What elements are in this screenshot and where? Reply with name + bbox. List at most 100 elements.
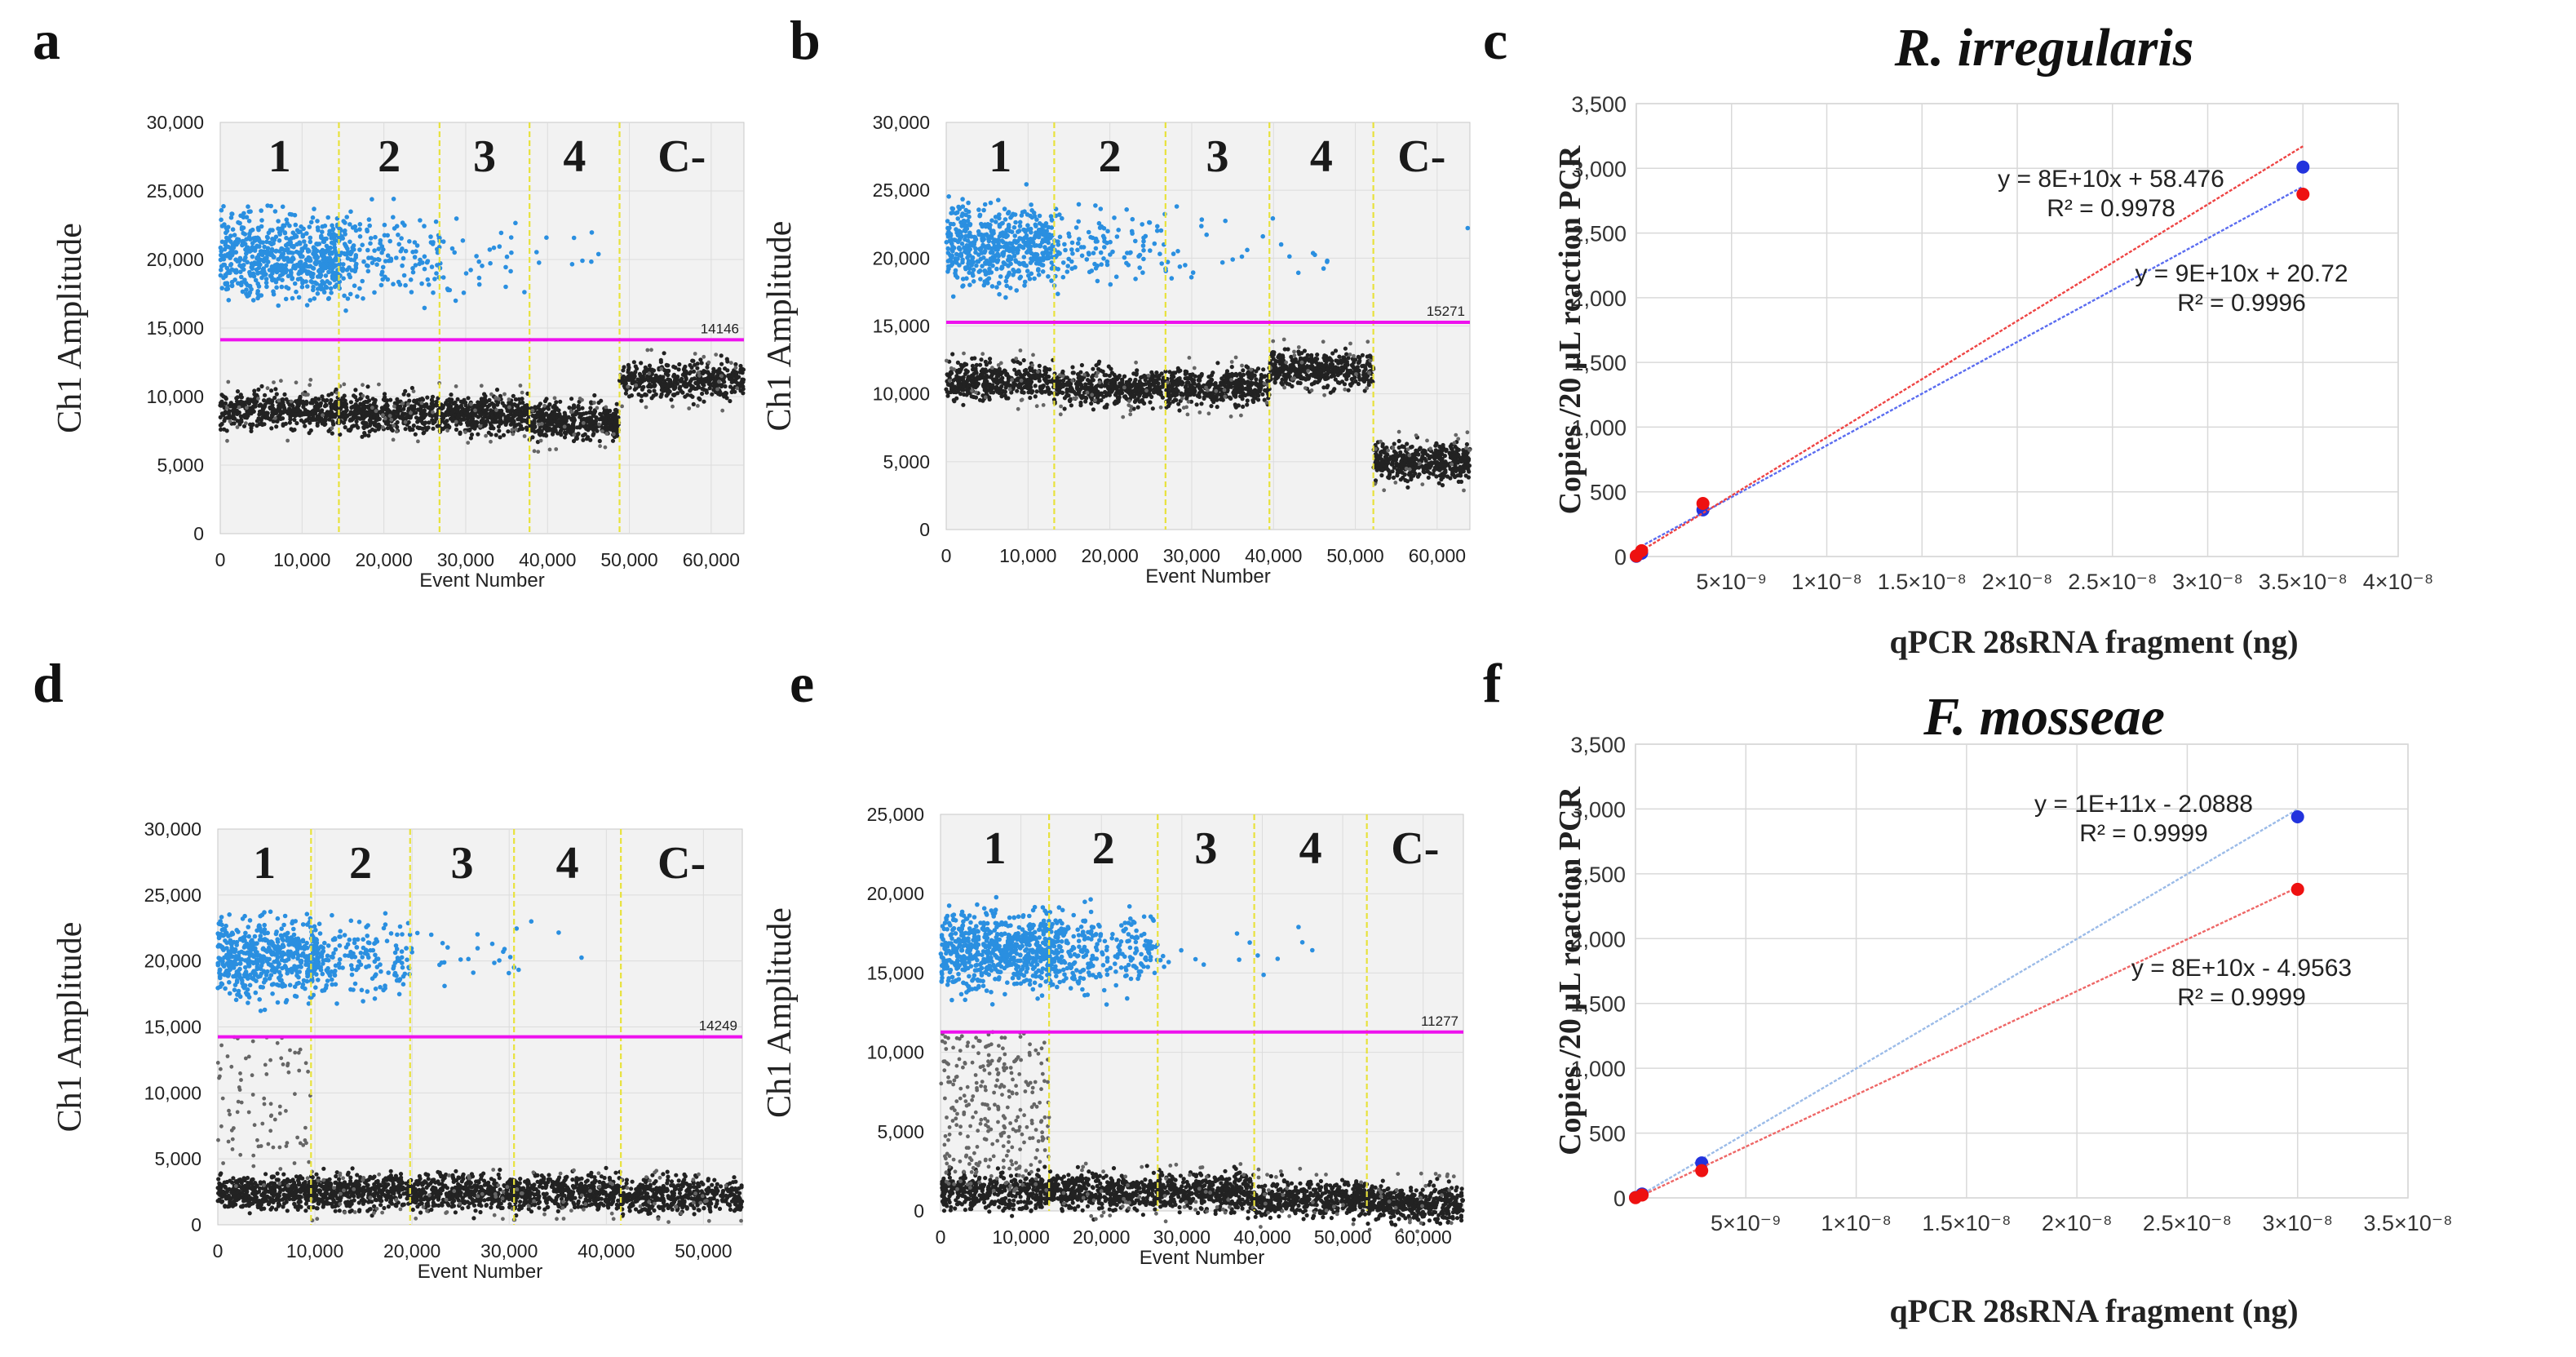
positive-droplet (1065, 264, 1070, 268)
negative-droplet (1083, 399, 1088, 404)
negative-droplet (578, 425, 582, 430)
positive-droplet (341, 262, 346, 267)
negative-droplet (1116, 384, 1122, 389)
negative-droplet (690, 358, 695, 363)
positive-droplet (1086, 251, 1091, 255)
gray-droplet (697, 373, 702, 378)
positive-droplet (989, 235, 994, 241)
positive-droplet (1007, 286, 1013, 290)
positive-droplet (237, 263, 242, 268)
gray-droplet (225, 406, 229, 410)
negative-droplet (303, 401, 309, 406)
positive-droplet (981, 282, 987, 288)
negative-droplet (257, 409, 263, 415)
positive-droplet (305, 249, 311, 254)
negative-droplet (342, 393, 347, 398)
positive-droplet (343, 243, 348, 248)
positive-droplet (392, 226, 397, 231)
negative-droplet (260, 415, 265, 420)
negative-droplet (1003, 389, 1007, 394)
negative-droplet (640, 375, 645, 379)
negative-droplet (1196, 382, 1202, 387)
positive-droplet (372, 290, 377, 295)
negative-droplet (260, 404, 265, 409)
positive-droplet (963, 233, 968, 239)
gray-droplet (603, 445, 608, 450)
negative-droplet (728, 398, 733, 404)
negative-droplet (333, 406, 338, 410)
positive-droplet (1049, 278, 1054, 283)
negative-droplet (672, 380, 677, 385)
negative-droplet (444, 401, 449, 406)
gray-droplet (572, 432, 577, 437)
positive-droplet (1057, 234, 1063, 240)
positive-droplet (476, 259, 481, 264)
positive-droplet (503, 284, 508, 290)
negative-droplet (652, 377, 657, 383)
gray-droplet (542, 403, 547, 408)
negative-droplet (700, 391, 705, 397)
negative-droplet (354, 415, 359, 420)
gray-droplet (510, 428, 515, 432)
negative-droplet (992, 379, 997, 384)
gray-droplet (530, 408, 535, 413)
negative-droplet (353, 388, 358, 392)
negative-droplet (569, 426, 573, 431)
negative-droplet (677, 386, 682, 391)
positive-droplet (1108, 282, 1113, 287)
positive-droplet (285, 286, 291, 291)
positive-droplet (955, 216, 961, 221)
gray-droplet (626, 384, 630, 389)
gray-droplet (536, 450, 541, 454)
negative-droplet (310, 417, 315, 422)
positive-droplet (325, 279, 330, 284)
negative-droplet (223, 410, 228, 415)
positive-droplet (221, 275, 226, 281)
negative-droplet (614, 401, 619, 406)
positive-droplet (396, 242, 402, 247)
positive-droplet (394, 255, 399, 260)
negative-droplet (367, 418, 372, 423)
positive-droplet (266, 259, 271, 264)
negative-droplet (272, 395, 277, 401)
positive-droplet (315, 242, 321, 246)
positive-droplet (487, 247, 493, 252)
positive-droplet (1112, 215, 1117, 220)
gray-droplet (391, 437, 396, 442)
negative-droplet (1183, 369, 1188, 374)
negative-droplet (702, 399, 706, 404)
negative-droplet (571, 406, 576, 410)
negative-droplet (222, 419, 227, 424)
negative-droplet (370, 427, 375, 432)
negative-droplet (995, 373, 1000, 378)
negative-droplet (249, 409, 254, 414)
positive-droplet (1093, 246, 1099, 251)
positive-droplet (229, 211, 235, 217)
droplets (218, 197, 746, 454)
negative-droplet (990, 383, 995, 388)
negative-droplet (954, 396, 959, 401)
negative-droplet (552, 419, 557, 424)
positive-droplet (247, 231, 252, 237)
positive-droplet (270, 237, 275, 242)
negative-droplet (256, 416, 261, 421)
gray-droplet (225, 438, 229, 443)
positive-droplet (1152, 241, 1157, 246)
positive-droplet (228, 233, 233, 238)
negative-droplet (1109, 366, 1113, 371)
negative-droplet (278, 401, 283, 406)
negative-droplet (1148, 400, 1153, 405)
positive-droplet (290, 230, 296, 236)
positive-droplet (1092, 261, 1097, 267)
negative-droplet (299, 418, 303, 423)
positive-droplet (1002, 206, 1007, 211)
positive-droplet (509, 250, 514, 255)
positive-droplet (976, 269, 981, 274)
negative-droplet (447, 407, 452, 412)
negative-droplet (726, 374, 731, 379)
positive-droplet (1108, 239, 1113, 245)
positive-droplet (402, 223, 407, 228)
positive-droplet (250, 227, 255, 233)
negative-droplet (569, 397, 574, 401)
